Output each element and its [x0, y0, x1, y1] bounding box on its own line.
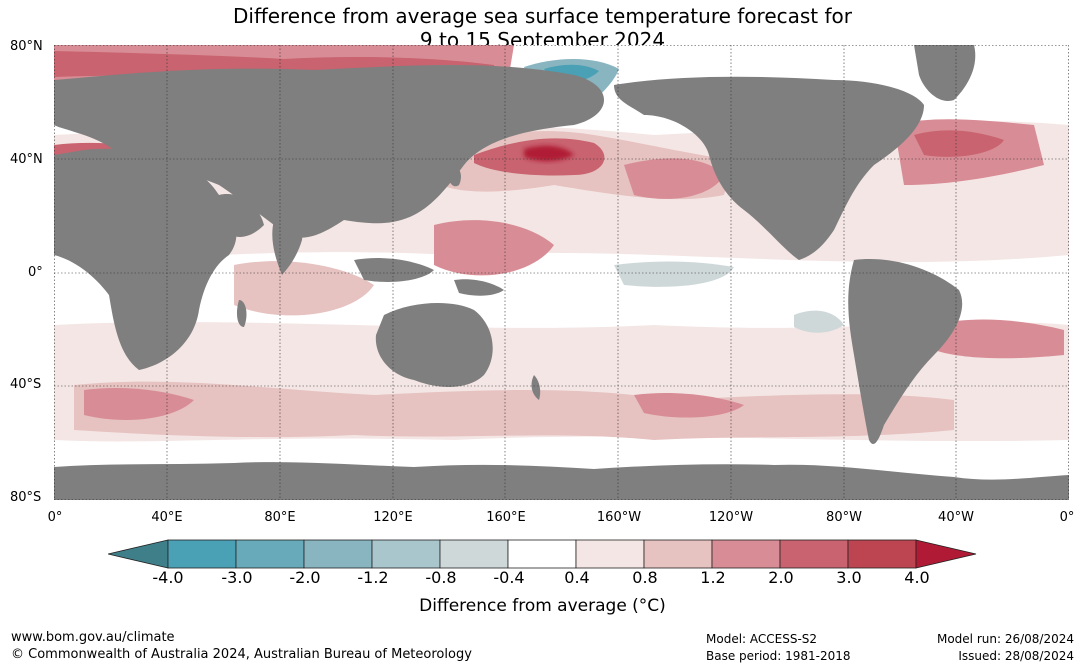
colorbar-tick: -3.0	[221, 568, 253, 587]
anomaly-southern-indian-core	[84, 388, 194, 420]
colorbar-segment	[303, 539, 373, 569]
lon-label-0-east: 0°	[1059, 510, 1075, 525]
colorbar-segment	[575, 539, 645, 569]
lat-label-80s: 80°S	[10, 490, 42, 505]
lon-label-80w: 80°W	[826, 510, 862, 525]
australia	[375, 303, 493, 387]
india-peninsula	[272, 220, 303, 275]
footer-issued: Issued: 28/08/2024	[958, 649, 1074, 663]
new-guinea	[454, 279, 504, 296]
africa	[54, 148, 237, 370]
colorbar-tick: -2.0	[289, 568, 321, 587]
lon-label-120e: 120°E	[373, 510, 413, 525]
lat-label-equator: 0°	[28, 265, 43, 280]
lon-label-120w: 120°W	[708, 510, 754, 525]
map-title: Difference from average sea surface temp…	[0, 4, 1085, 52]
land-masses	[54, 45, 1069, 500]
japan	[448, 164, 461, 187]
lon-label-40e: 40°E	[151, 510, 183, 525]
lon-label-0: 0°	[47, 510, 63, 525]
colorbar-segment	[643, 539, 713, 569]
footer-model: Model: ACCESS-S2	[706, 632, 818, 646]
anomaly-north-pacific-peak	[524, 145, 574, 162]
footer-url[interactable]: www.bom.gov.au/climate	[11, 630, 175, 645]
colorbar-segment	[847, 539, 917, 569]
colorbar-extend-low	[107, 539, 169, 569]
anomaly-south-pacific-core	[634, 393, 744, 418]
anomaly-south-pacific-cool	[794, 310, 844, 333]
lon-label-160e: 160°E	[486, 510, 526, 525]
lat-label-40s: 40°S	[10, 377, 42, 392]
anomaly-indian-ocean	[234, 261, 374, 316]
greenland	[914, 45, 976, 101]
graticule	[54, 45, 1069, 500]
antarctica	[54, 462, 1069, 500]
eurasia	[54, 65, 604, 238]
colorbar-tick: -0.8	[425, 568, 457, 587]
madagascar	[236, 300, 247, 327]
footer-model-run: Model run: 26/08/2024	[936, 632, 1074, 646]
north-america	[614, 76, 924, 260]
colorbar-tick: 2.0	[768, 568, 794, 587]
colorbar-svg	[107, 539, 977, 569]
anomaly-equatorial-cool	[614, 261, 734, 287]
lon-label-160w: 160°W	[596, 510, 642, 525]
colorbar-segment	[235, 539, 305, 569]
anomaly-south-atlantic	[934, 319, 1064, 359]
colorbar-segment	[507, 539, 577, 569]
uk-islands	[54, 114, 66, 128]
colorbar-tick: 0.8	[632, 568, 658, 587]
colorbar-tick: 0.4	[564, 568, 590, 587]
colorbar-segment	[711, 539, 781, 569]
title-line-1: Difference from average sea surface temp…	[232, 4, 852, 28]
colorbar-tick: 3.0	[836, 568, 862, 587]
colorbar	[107, 539, 978, 573]
anomaly-west-pacific	[434, 220, 554, 276]
lon-label-80e: 80°E	[264, 510, 296, 525]
colorbar-segment	[779, 539, 849, 569]
colorbar-tick: 1.2	[700, 568, 726, 587]
lat-label-80n: 80°N	[10, 39, 43, 54]
lon-label-40w: 40°W	[938, 510, 974, 525]
colorbar-tick: 4.0	[904, 568, 930, 587]
lat-label-40n: 40°N	[10, 152, 43, 167]
anomaly-southern-ocean	[74, 381, 954, 440]
colorbar-title: Difference from average (°C)	[419, 596, 666, 616]
colorbar-extend-high	[915, 539, 977, 569]
new-zealand	[531, 375, 541, 400]
colorbar-tick: -0.4	[493, 568, 525, 587]
colorbar-segment	[371, 539, 441, 569]
south-america	[848, 259, 963, 445]
maritime-continent	[354, 258, 434, 282]
colorbar-segment	[439, 539, 509, 569]
anomaly-ne-pacific	[624, 158, 724, 199]
footer-base-period: Base period: 1981-2018	[706, 649, 851, 663]
arabia	[218, 194, 264, 237]
colorbar-segment	[167, 539, 237, 569]
sst-anomaly-map	[54, 45, 1069, 500]
anomaly-north-atlantic-core	[914, 130, 1004, 157]
colorbar-tick: -4.0	[152, 568, 184, 587]
footer-copyright: © Commonwealth of Australia 2024, Austra…	[11, 647, 472, 662]
colorbar-tick: -1.2	[357, 568, 389, 587]
